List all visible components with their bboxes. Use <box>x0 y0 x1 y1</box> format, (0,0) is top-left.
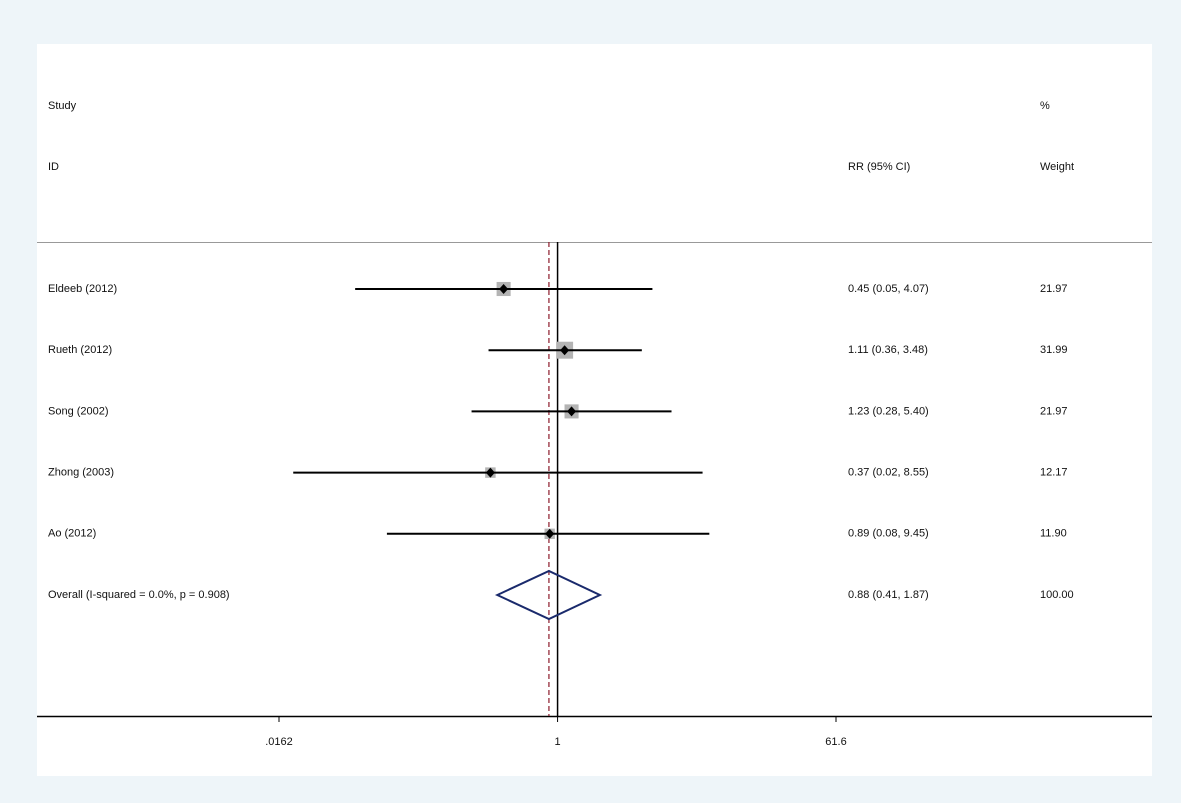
overall-label: Overall (I-squared = 0.0%, p = 0.908) <box>48 589 230 601</box>
weight-label: 21.97 <box>1040 283 1068 295</box>
x-tick-label: 61.6 <box>825 736 846 748</box>
overall-diamond <box>494 569 603 621</box>
weight-label: 12.17 <box>1040 467 1068 479</box>
study-label: Zhong (2003) <box>48 467 114 479</box>
weight-label: 11.90 <box>1040 528 1067 540</box>
point-estimate <box>567 406 577 417</box>
study-label: Rueth (2012) <box>48 344 112 356</box>
study-label: Eldeeb (2012) <box>48 283 117 295</box>
overall-weight-label: 100.00 <box>1040 589 1074 601</box>
ci-label: 0.45 (0.05, 4.07) <box>848 283 929 295</box>
header-id: ID <box>48 161 59 173</box>
plot-panel <box>37 44 1152 776</box>
weight-label: 21.97 <box>1040 405 1068 417</box>
point-estimate <box>545 528 555 539</box>
study-label: Ao (2012) <box>48 528 96 540</box>
ci-label: 0.37 (0.02, 8.55) <box>848 467 929 479</box>
ci-label: 1.11 (0.36, 3.48) <box>848 344 928 356</box>
ci-label: 1.23 (0.28, 5.40) <box>848 405 929 417</box>
x-tick-label: 1 <box>555 736 561 748</box>
point-estimate <box>560 345 570 356</box>
header-weight: Weight <box>1040 161 1074 173</box>
header-study: Study <box>48 100 77 112</box>
x-tick-label: .0162 <box>265 736 293 748</box>
ci-label: 0.89 (0.08, 9.45) <box>848 528 929 540</box>
point-estimate <box>485 467 495 478</box>
point-estimate <box>499 284 509 294</box>
header-weight-top: % <box>1040 100 1050 112</box>
weight-label: 31.99 <box>1040 344 1068 356</box>
study-label: Song (2002) <box>48 405 109 417</box>
overall-ci-label: 0.88 (0.41, 1.87) <box>848 589 929 601</box>
header-estimate: RR (95% CI) <box>848 161 910 173</box>
